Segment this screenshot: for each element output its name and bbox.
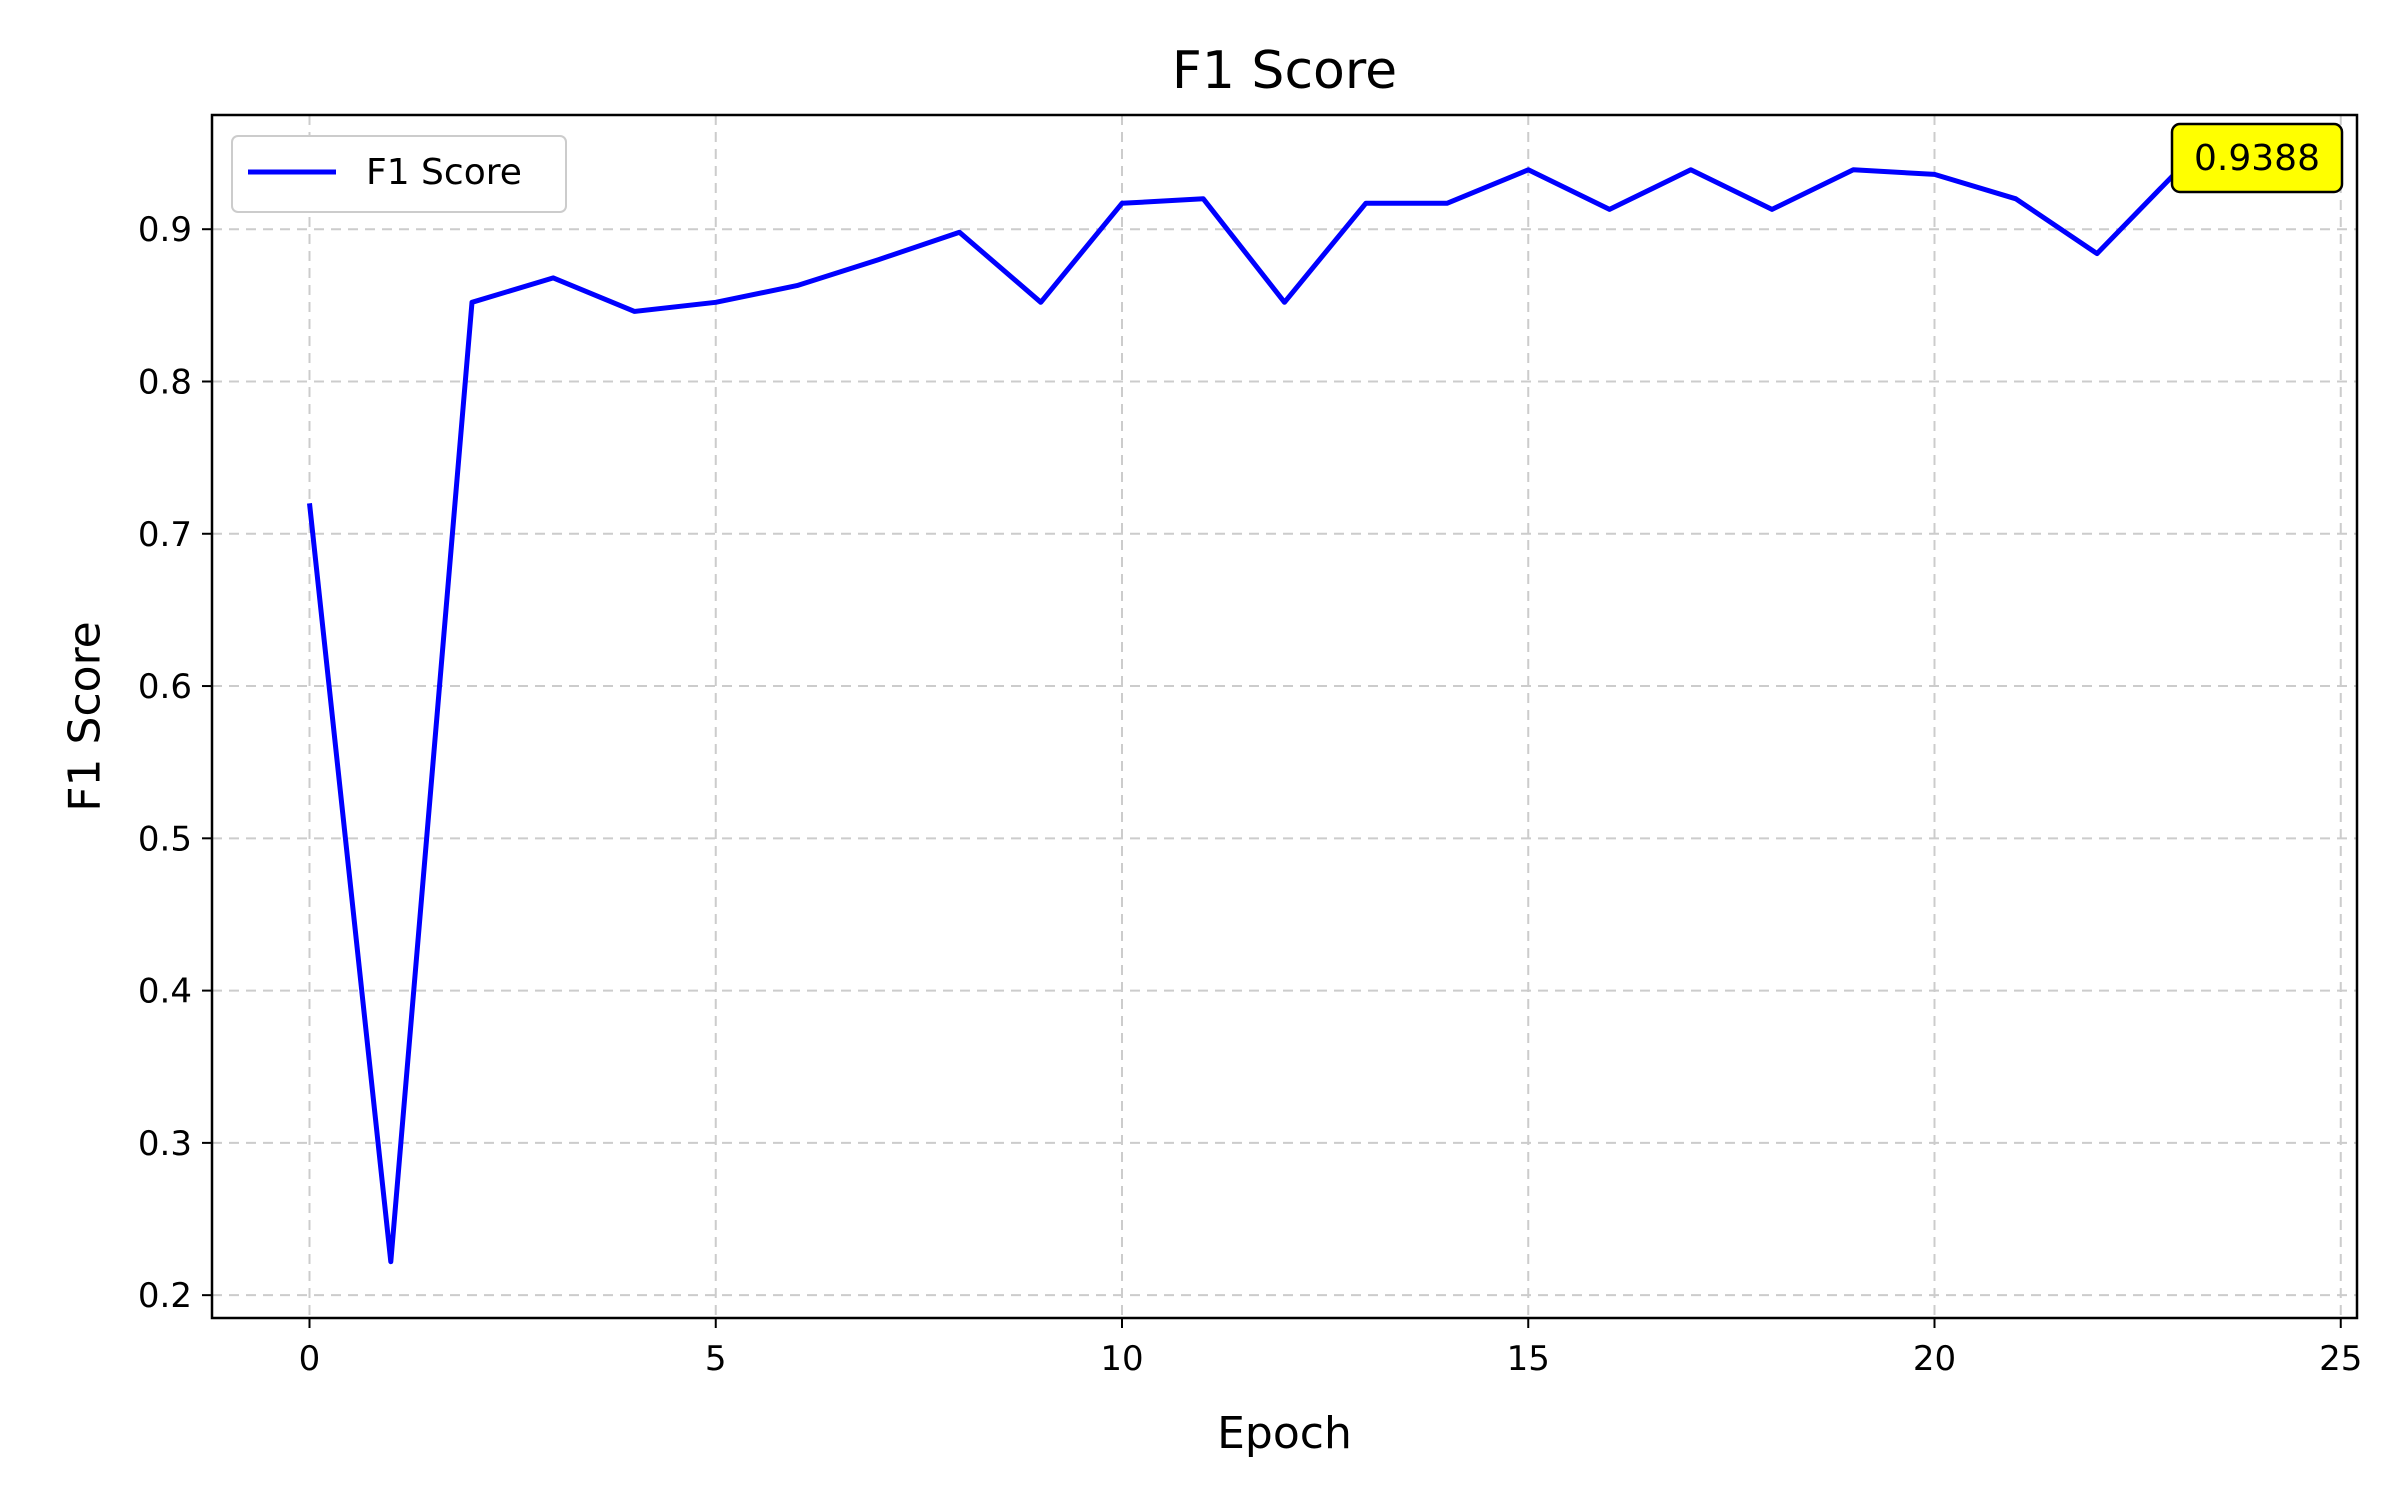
y-tick-label: 0.8 xyxy=(138,362,192,402)
best-value-annotation: 0.9388 xyxy=(2170,122,2344,194)
annotation-box xyxy=(2170,122,2344,194)
y-tick-label: 0.3 xyxy=(138,1124,192,1164)
y-tick-label: 0.6 xyxy=(138,667,192,707)
y-tick-label: 0.7 xyxy=(138,515,192,555)
x-tick-label: 25 xyxy=(2319,1339,2362,1379)
x-tick-label: 5 xyxy=(705,1339,727,1379)
grid-lines xyxy=(212,115,2357,1318)
legend-box xyxy=(231,135,567,213)
legend: F1 Score xyxy=(231,135,567,213)
chart-title: F1 Score xyxy=(1172,41,1397,101)
plot-frame xyxy=(210,113,2359,1320)
y-tick-label: 0.4 xyxy=(138,972,192,1012)
x-tick-label: 10 xyxy=(1100,1339,1143,1379)
x-axis-label: Epoch xyxy=(1217,1408,1352,1459)
y-tick-label: 0.5 xyxy=(138,819,192,859)
annotation-label: 0.9388 xyxy=(2194,138,2320,179)
y-tick-label: 0.2 xyxy=(138,1276,192,1316)
y-tick-label: 0.9 xyxy=(138,210,192,250)
x-tick-label: 15 xyxy=(1507,1339,1550,1379)
axis-ticks: 0 5 10 15 20 25 0.2 0.3 0.4 0.5 0.6 0.7 0.8 0.9 xyxy=(138,210,2362,1379)
y-axis-label: F1 Score xyxy=(60,621,111,812)
x-tick-label: 20 xyxy=(1913,1339,1956,1379)
series-line-f1-score xyxy=(307,167,2181,1265)
series-layer xyxy=(307,167,2181,1265)
x-tick-label: 0 xyxy=(299,1339,321,1379)
legend-label-f1-score: F1 Score xyxy=(366,152,522,193)
